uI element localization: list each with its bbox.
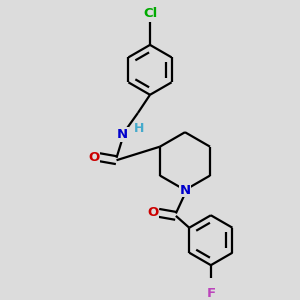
Text: O: O xyxy=(147,206,159,219)
Text: F: F xyxy=(206,287,215,300)
Text: N: N xyxy=(117,128,128,141)
Text: Cl: Cl xyxy=(143,7,157,20)
Text: H: H xyxy=(134,122,145,135)
Text: O: O xyxy=(88,151,99,164)
Text: N: N xyxy=(179,184,191,196)
